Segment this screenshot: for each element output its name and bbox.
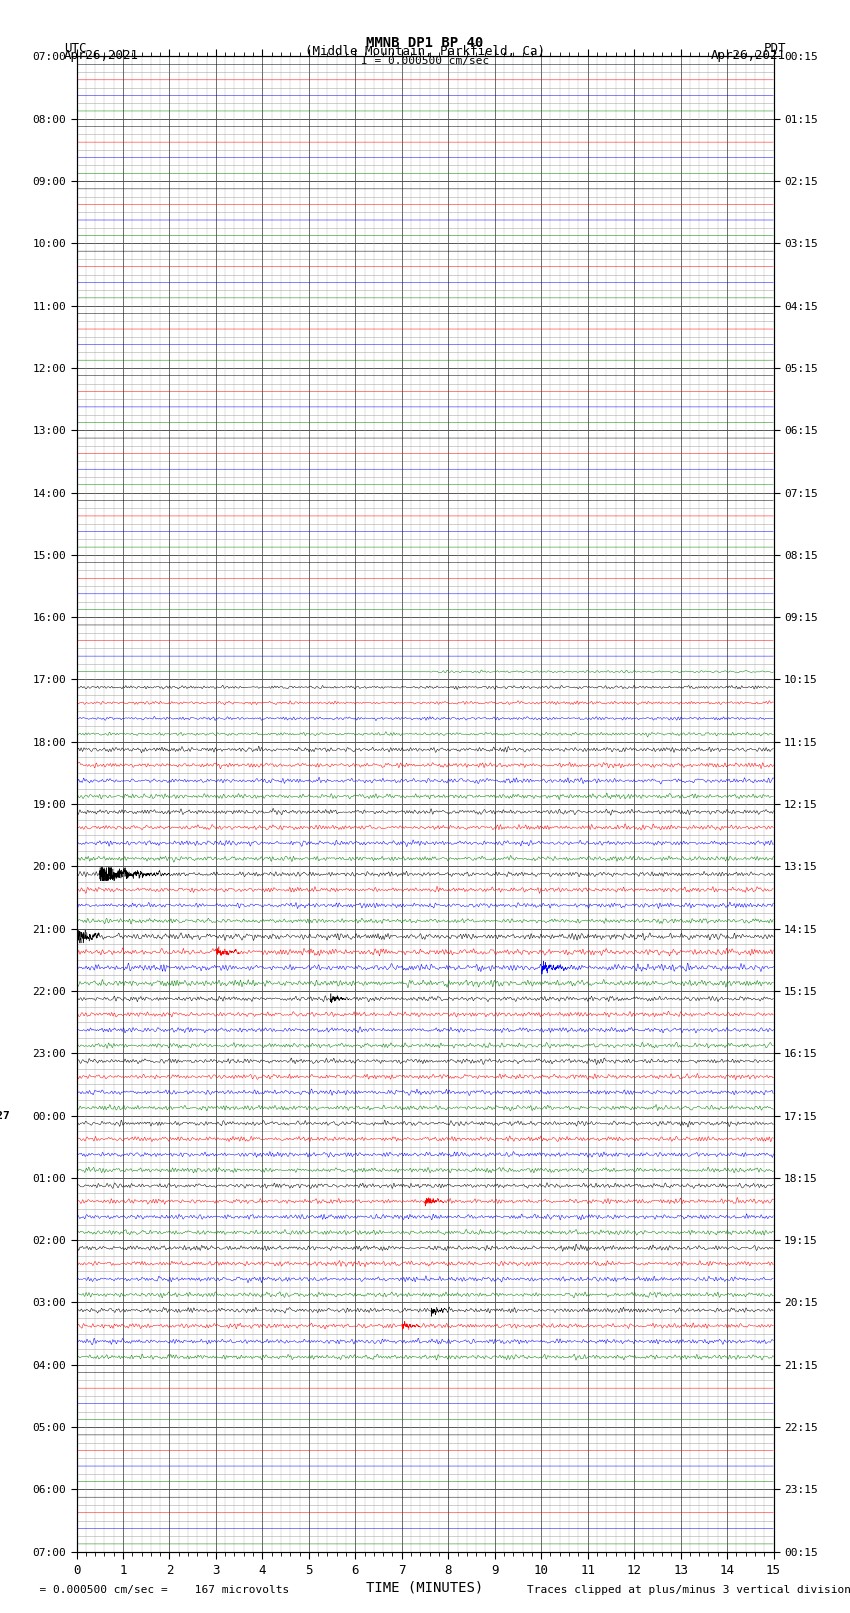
Text: I = 0.000500 cm/sec: I = 0.000500 cm/sec	[361, 56, 489, 66]
Text: Apr26,2021: Apr26,2021	[711, 50, 786, 63]
Text: PDT: PDT	[764, 42, 786, 55]
Text: Apr27: Apr27	[0, 1111, 10, 1121]
Text: (Middle Mountain, Parkfield, Ca): (Middle Mountain, Parkfield, Ca)	[305, 45, 545, 58]
Text: MMNB DP1 BP 40: MMNB DP1 BP 40	[366, 37, 484, 50]
X-axis label: TIME (MINUTES): TIME (MINUTES)	[366, 1581, 484, 1595]
Text: Traces clipped at plus/minus 3 vertical divisions: Traces clipped at plus/minus 3 vertical …	[527, 1586, 850, 1595]
Text: Apr26,2021: Apr26,2021	[64, 50, 139, 63]
Text: UTC: UTC	[64, 42, 86, 55]
Text: = 0.000500 cm/sec =    167 microvolts: = 0.000500 cm/sec = 167 microvolts	[26, 1586, 289, 1595]
